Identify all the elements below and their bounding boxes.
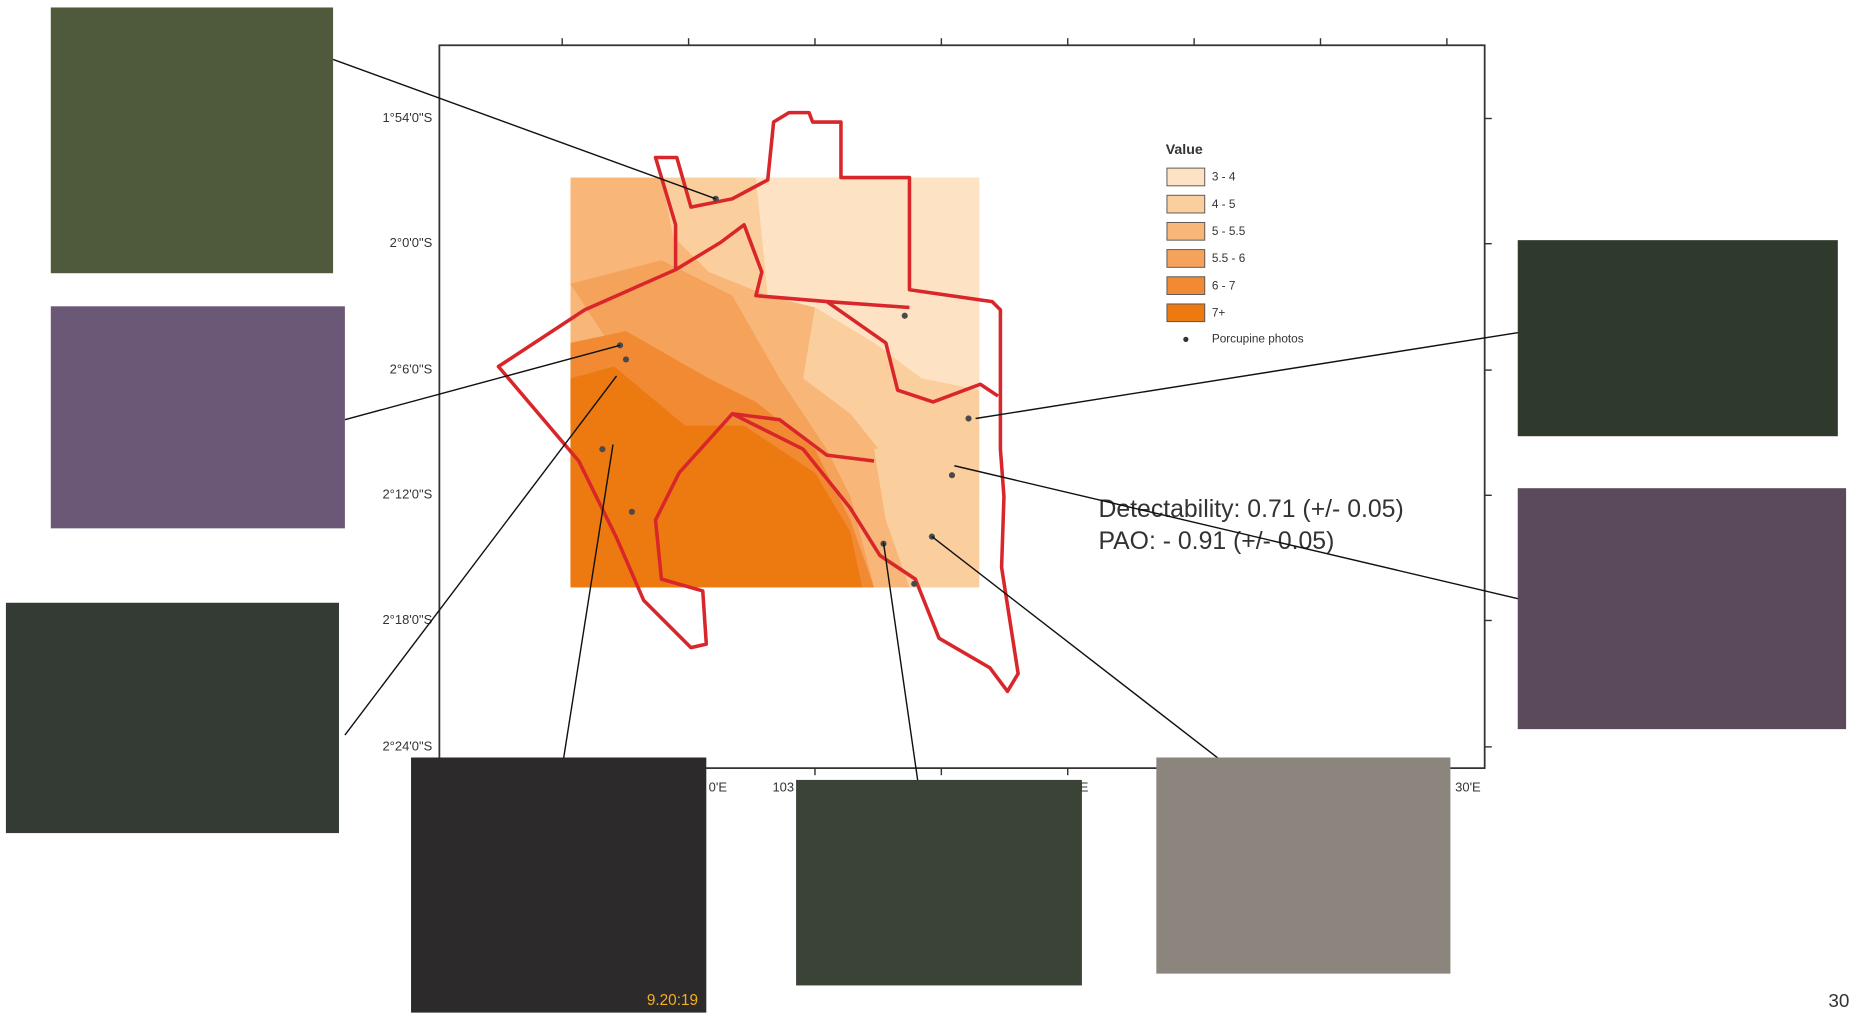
legend-label: 5.5 - 6 xyxy=(1212,251,1246,265)
legend-point xyxy=(1183,337,1188,342)
photo xyxy=(1518,488,1846,729)
photo xyxy=(1156,757,1450,973)
photo xyxy=(51,306,345,528)
overlay: 9.20:19 30 xyxy=(647,991,1850,1012)
legend-label: 4 - 5 xyxy=(1212,197,1236,211)
x-coordinate-label: 30'E xyxy=(1455,780,1481,795)
y-coordinate-label: 2°6'0"S xyxy=(390,362,433,377)
y-coordinate-label: 2°24'0"S xyxy=(382,738,432,753)
photo xyxy=(51,7,333,273)
y-coordinate-label: 2°0'0"S xyxy=(390,235,433,250)
legend-label: 6 - 7 xyxy=(1212,278,1236,292)
legend-swatch xyxy=(1167,250,1205,268)
annotation: PAO: - 0.91 (+/- 0.05) xyxy=(1098,528,1334,555)
y-coordinate-label: 1°54'0"S xyxy=(382,110,432,125)
photo xyxy=(411,757,706,1012)
legend-swatch xyxy=(1167,195,1205,213)
photo xyxy=(6,603,339,833)
x-coordinate-label: 103 xyxy=(772,780,794,795)
y-coordinate-label: 2°18'0"S xyxy=(382,612,432,627)
legend-swatch xyxy=(1167,304,1205,322)
legend-swatch xyxy=(1167,277,1205,295)
x-coordinate-label: 0'E xyxy=(709,780,728,795)
photo-timestamp: 9.20:19 xyxy=(647,992,698,1009)
photo xyxy=(796,780,1082,986)
page-number: 30 xyxy=(1828,991,1849,1012)
annotation: Detectability: 0.71 (+/- 0.05) xyxy=(1098,496,1403,523)
legend-label: 5 - 5.5 xyxy=(1212,224,1246,238)
legend-swatch xyxy=(1167,222,1205,240)
slide: { "map": { "y_labels": ["1°54'0\"S", "2°… xyxy=(0,0,1852,1013)
legend-swatch xyxy=(1167,168,1205,186)
photo xyxy=(1518,240,1838,436)
legend-title: Value xyxy=(1166,142,1203,158)
legend-label: 7+ xyxy=(1212,306,1226,320)
legend-label: 3 - 4 xyxy=(1212,170,1236,184)
legend-label: Porcupine photos xyxy=(1212,331,1304,345)
y-coordinate-label: 2°12'0"S xyxy=(382,487,432,502)
raster-surface xyxy=(570,178,979,588)
slide-canvas: 1°54'0"S 2°0'0"S 2°6'0"S 2°12'0"S 2°18'0"S 2°… xyxy=(0,0,1852,1013)
